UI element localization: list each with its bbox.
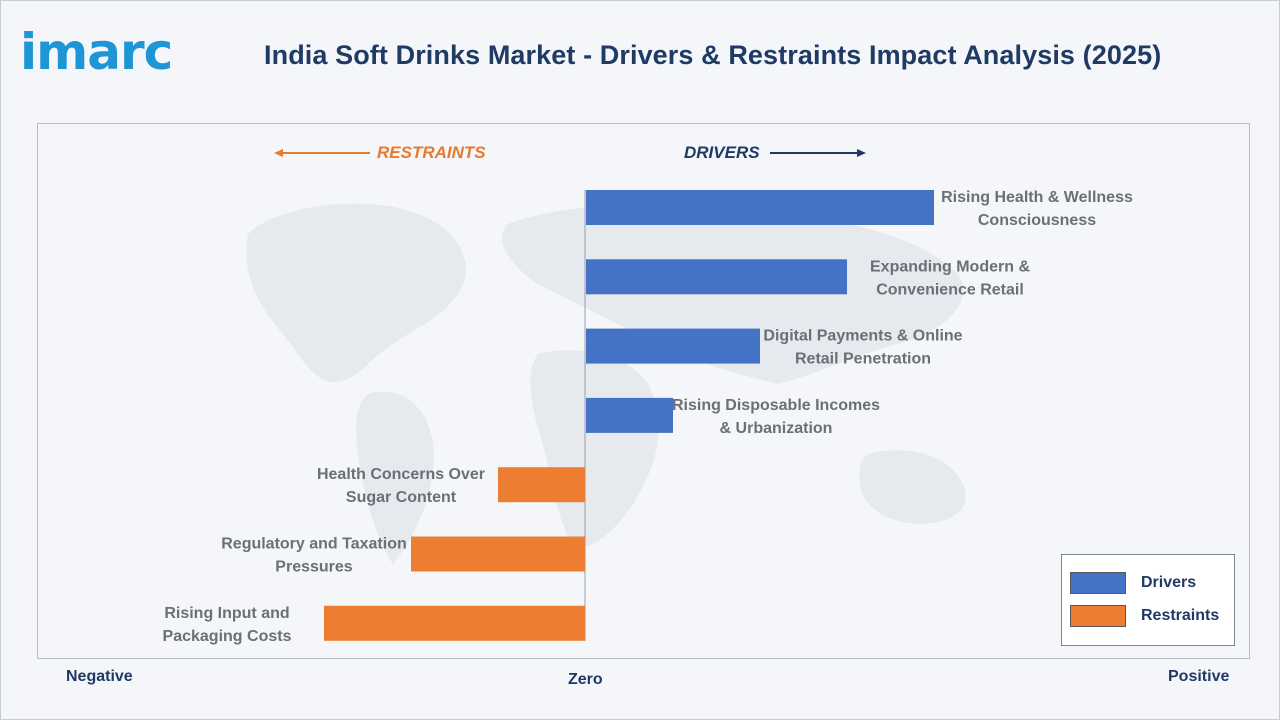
- restraints-direction-label: RESTRAINTS: [377, 143, 486, 162]
- driver-bar-1: [586, 190, 934, 225]
- legend-label-drivers: Drivers: [1141, 574, 1197, 591]
- restraints-arrow-icon: [274, 149, 370, 157]
- legend-item-drivers: Drivers: [1070, 570, 1196, 596]
- driver-label-1: Rising Health & Wellness Consciousness: [941, 189, 1133, 229]
- driver-label-2: Expanding Modern & Convenience Retail: [870, 258, 1030, 298]
- driver-bar-3: [586, 328, 760, 364]
- axis-label-positive: Positive: [1168, 668, 1230, 685]
- driver-label-3: Digital Payments & Online Retail Penetrat…: [763, 328, 962, 368]
- drivers-arrow-icon: [770, 149, 866, 157]
- restraint-label-6: Regulatory and Taxation Pressures: [221, 536, 407, 576]
- legend-swatch-drivers: [1070, 572, 1126, 594]
- restraint-label-5: Health Concerns Over Sugar Content: [317, 466, 485, 506]
- legend: Drivers Restraints: [1061, 554, 1235, 646]
- driver-label-4: Rising Disposable Incomes & Urbanization: [672, 397, 880, 437]
- restraint-bar-5: [498, 467, 585, 503]
- imarc-logo: imarc: [20, 22, 210, 82]
- legend-swatch-restraints: [1070, 605, 1126, 627]
- restraint-label-7: Rising Input and Packaging Costs: [163, 605, 292, 645]
- restraint-bar-6: [411, 536, 585, 572]
- driver-bar-4: [586, 397, 673, 433]
- legend-label-restraints: Restraints: [1141, 607, 1220, 624]
- legend-item-restraints: Restraints: [1070, 603, 1219, 629]
- driver-bar-2: [586, 259, 847, 295]
- axis-label-zero: Zero: [568, 671, 603, 688]
- restraint-bar-7: [324, 605, 585, 641]
- chart-title: India Soft Drinks Market - Drivers & Res…: [264, 40, 1162, 70]
- axis-label-negative: Negative: [66, 668, 133, 685]
- logo-text: imarc: [20, 23, 173, 81]
- drivers-direction-label: DRIVERS: [684, 143, 760, 162]
